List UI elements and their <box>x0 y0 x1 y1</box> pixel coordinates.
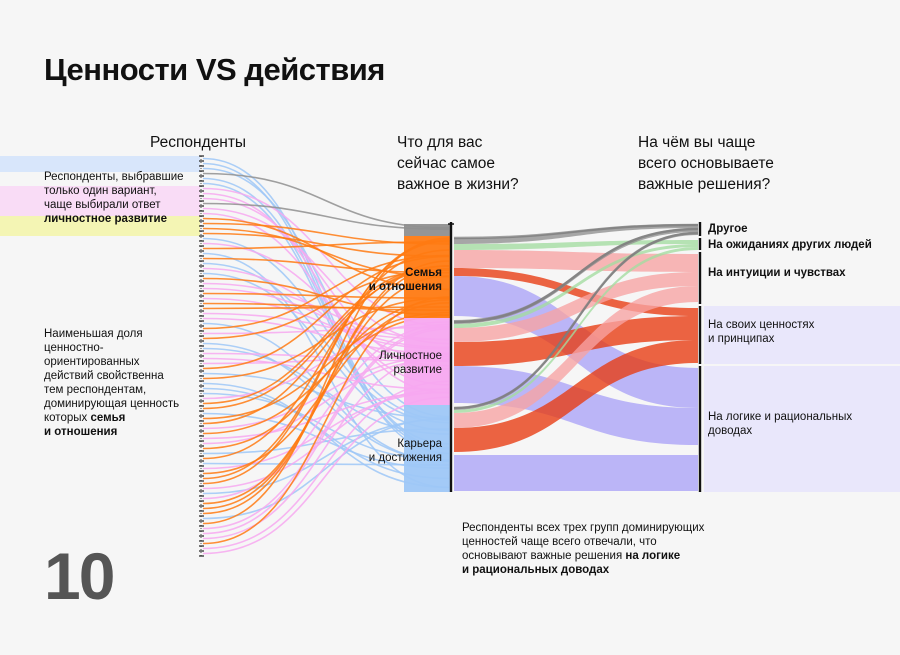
note-line: ценностей чаще всего отвечали, что <box>462 536 657 548</box>
node-label-line: На своих ценностях <box>708 319 815 331</box>
note-line: Респонденты, выбравшие <box>44 171 184 183</box>
value-node-other <box>404 224 451 236</box>
flow-ribbon <box>454 272 698 342</box>
values-question-line: сейчас самое <box>397 155 496 172</box>
note-logic-summary: Респонденты всех трех групп доминирующих… <box>462 521 704 577</box>
decisions-question-line: всего основываете <box>638 155 774 172</box>
flow-other-strand <box>453 227 699 324</box>
node-label-personal: Личностное развитие <box>332 349 442 377</box>
highlight-band-blue <box>0 156 200 172</box>
node-label-family: Семья и отношения <box>332 266 442 294</box>
note-line: которых <box>44 412 88 424</box>
node-label-line: На логике и рациональных <box>708 411 853 423</box>
node-label-line: и принципах <box>708 333 775 345</box>
value-node-family <box>404 236 451 318</box>
note-family-actions: Наименьшая доля ценностно- ориентированн… <box>44 327 179 439</box>
node-label-line: Карьера <box>397 438 442 450</box>
note-line: ориентированных <box>44 356 140 368</box>
node-label-line: развитие <box>393 364 442 376</box>
note-line: действий свойственна <box>44 370 164 382</box>
flow-other-strand <box>453 223 699 240</box>
decisions-question-line: важные решения? <box>638 176 771 193</box>
flow-ribbon <box>454 455 698 491</box>
flow-other-strand <box>453 231 699 410</box>
node-label-intuition: На интуиции и чувствах <box>708 267 846 279</box>
node-label-line: доводах <box>708 425 753 437</box>
note-line: тем респондентам, <box>44 384 147 396</box>
flow-ribbon <box>454 244 698 328</box>
page-title: Ценности VS действия <box>44 52 385 87</box>
highlight-band-pink <box>0 186 200 216</box>
respondents-header-text: Респонденты <box>150 134 247 151</box>
node-label-line: Личностное <box>379 350 442 362</box>
node-label-career: Карьера и достижения <box>332 437 442 465</box>
node-label-expectations: На ожиданиях других людей <box>708 239 872 251</box>
respondents-header: Респонденты <box>150 132 246 153</box>
note-line: доминирующая ценность <box>44 398 180 410</box>
note-line: ценностно- <box>44 342 104 354</box>
highlight-band-logic <box>704 366 900 492</box>
values-question-line: важное в жизни? <box>397 176 519 193</box>
node-label-line: Семья <box>405 267 442 279</box>
note-single-choice: Респонденты, выбравшие только один вариа… <box>44 170 184 226</box>
node-label-logic: На логике и рациональных доводах <box>708 410 852 438</box>
node-label-own-values: На своих ценностях и принципах <box>708 318 814 346</box>
value-node-career <box>404 405 451 492</box>
flow-ribbon <box>454 340 698 452</box>
node-label-line: и отношения <box>368 281 442 293</box>
node-label-line: и достижения <box>368 452 442 464</box>
flow-ribbon <box>454 286 698 428</box>
values-question: Что для вас сейчас самое важное в жизни? <box>397 132 519 195</box>
decisions-question-line: На чём вы чаще <box>638 134 756 151</box>
flow-ribbon <box>454 316 698 366</box>
note-line: Наименьшая доля <box>44 328 143 340</box>
note-bold: на логике <box>625 550 681 562</box>
flow-ribbon <box>454 224 698 244</box>
note-bold: и отношения <box>44 426 118 438</box>
note-line: только один вариант, <box>44 185 157 197</box>
highlight-band-values <box>704 306 900 364</box>
node-label-other: Другое <box>708 223 748 235</box>
flow-ribbon <box>454 247 698 413</box>
note-bold: личностное развитие <box>44 213 167 225</box>
values-question-line: Что для вас <box>397 134 483 151</box>
value-node-personal <box>404 318 451 405</box>
note-line: основывают важные решения <box>462 550 623 562</box>
flow-ribbon <box>454 240 698 250</box>
note-line: чаще выбирали ответ <box>44 199 161 211</box>
decisions-question: На чём вы чаще всего основываете важные … <box>638 132 774 195</box>
note-line: Респонденты всех трех групп доминирующих <box>462 522 705 534</box>
note-bold: и рациональных доводах <box>462 564 610 576</box>
page-number: 10 <box>44 539 115 613</box>
note-bold: семья <box>90 412 126 424</box>
highlight-band-yellow <box>0 216 200 236</box>
